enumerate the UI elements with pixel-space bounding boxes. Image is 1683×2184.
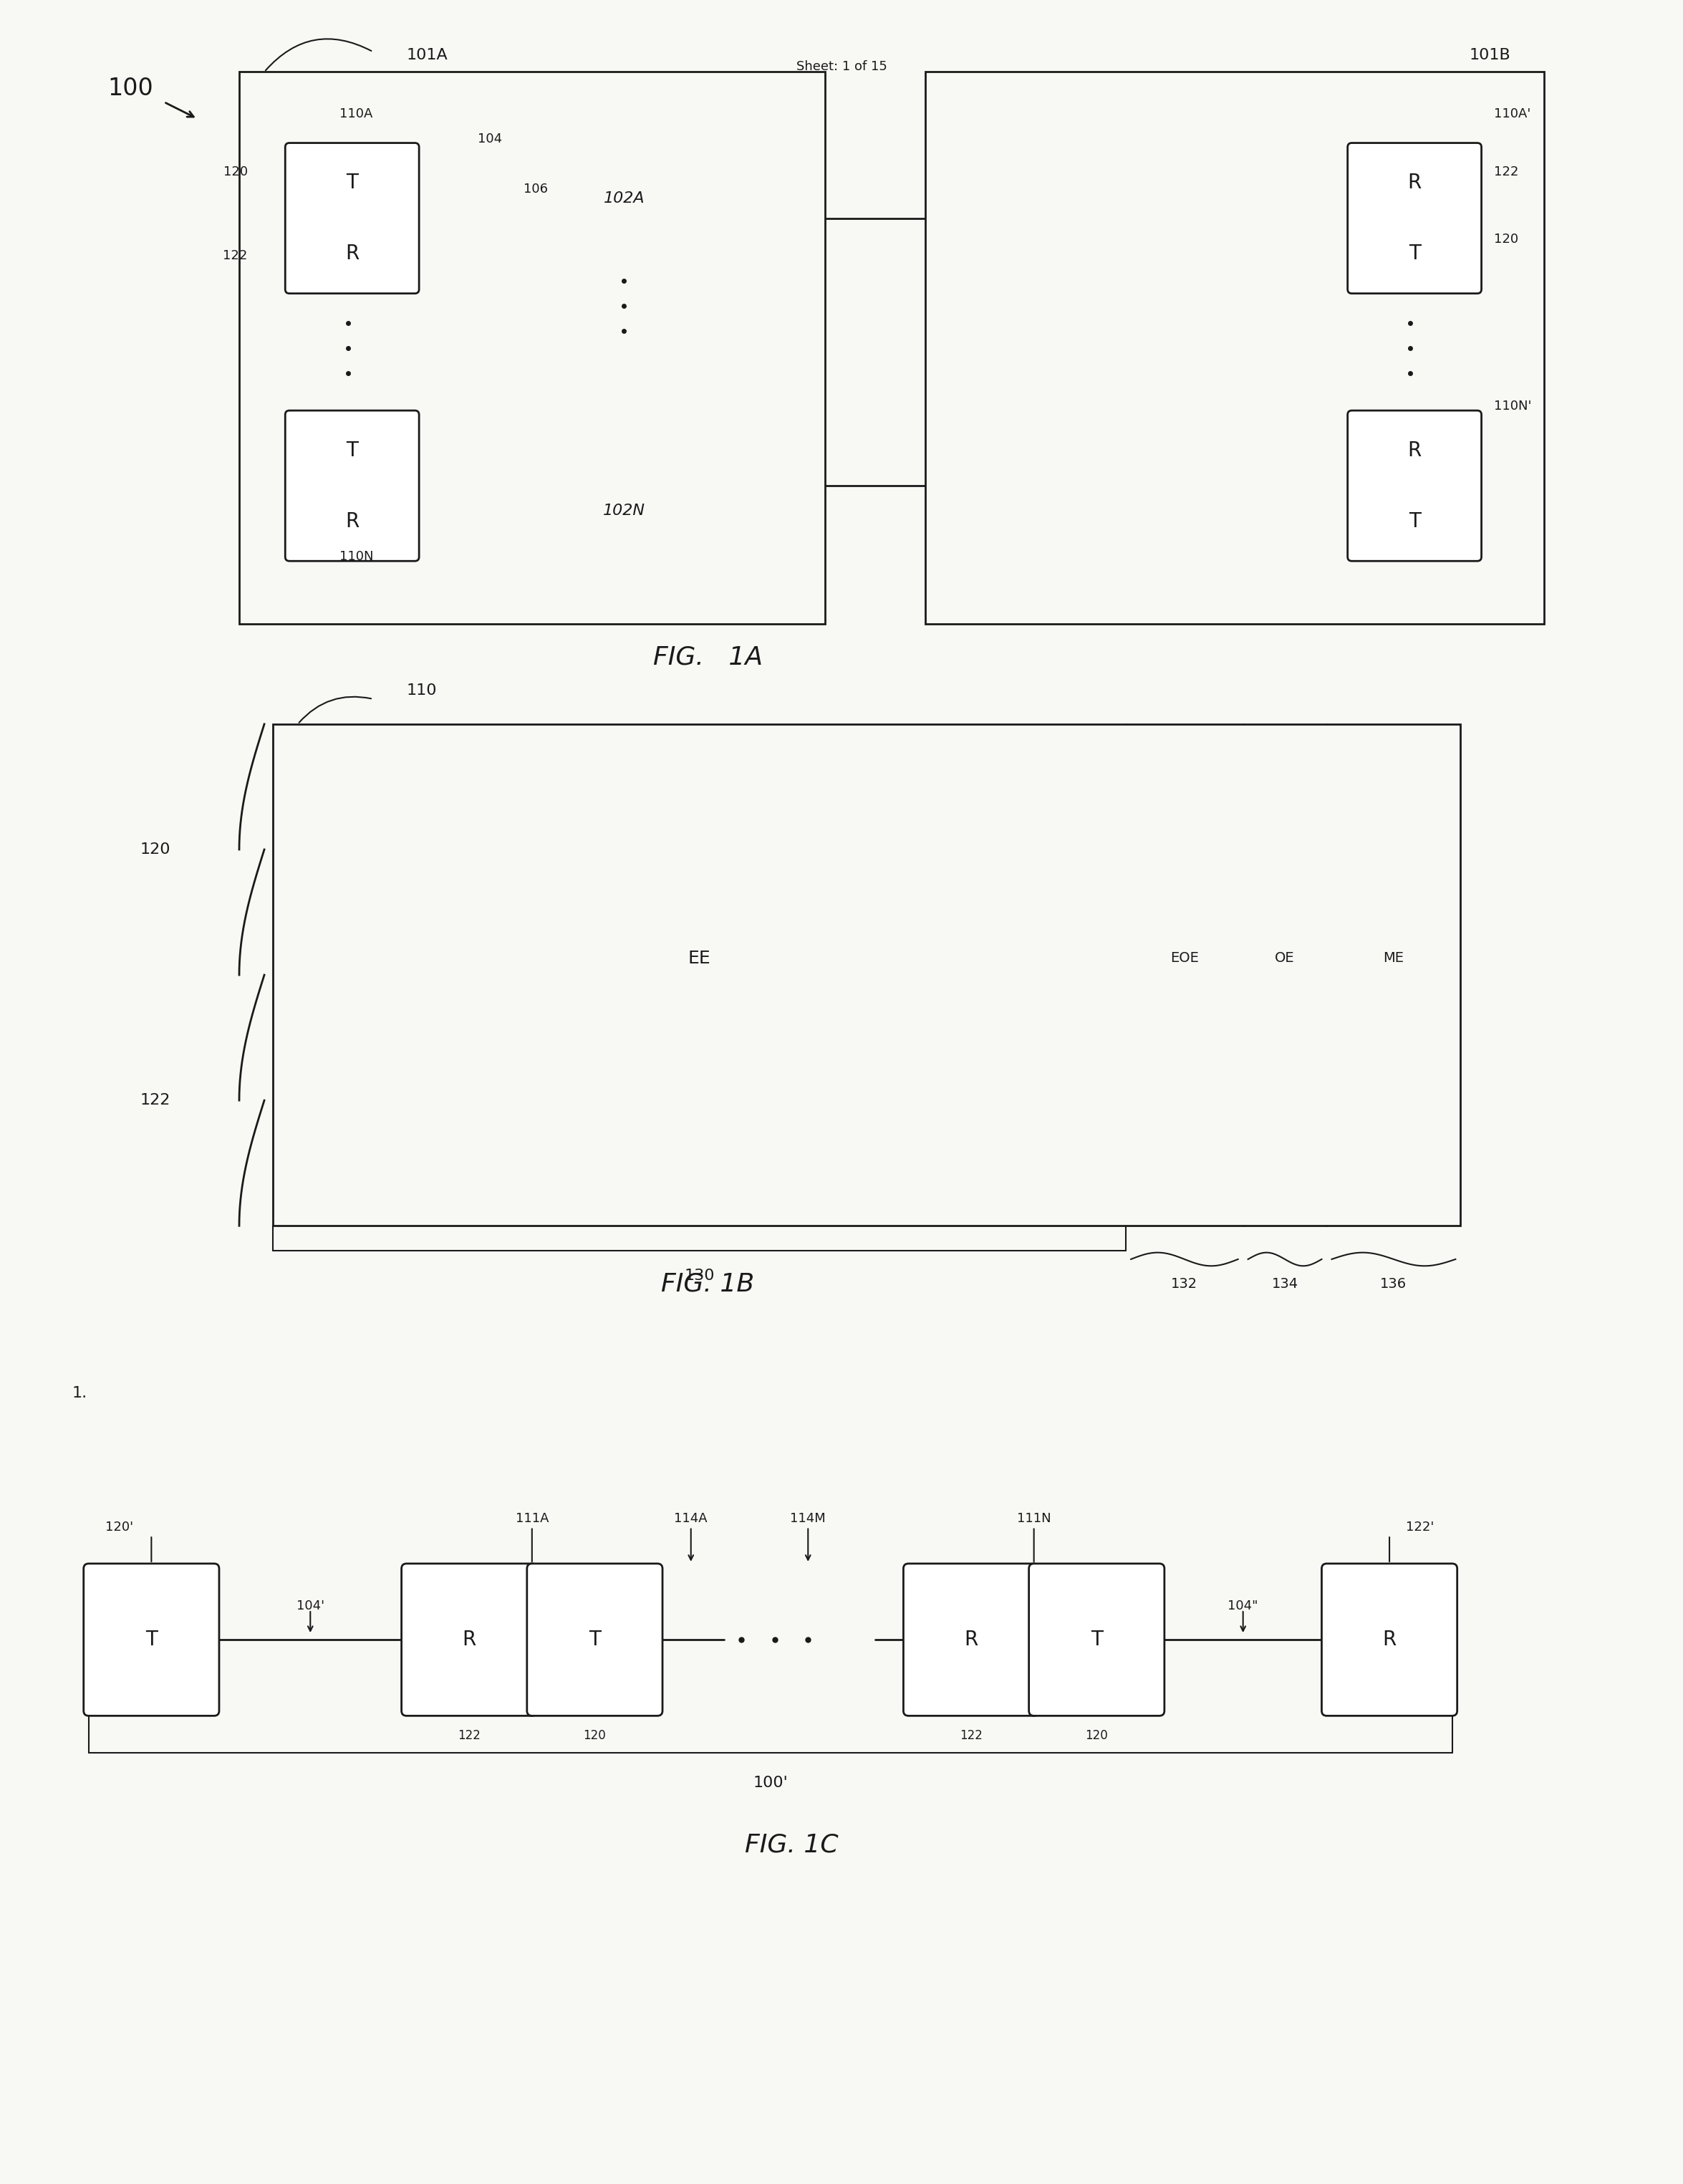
FancyBboxPatch shape (1348, 142, 1481, 293)
Text: 1.: 1. (72, 1387, 88, 1400)
FancyBboxPatch shape (1028, 1564, 1165, 1717)
Text: 104": 104" (1229, 1601, 1259, 1612)
Text: R: R (345, 245, 358, 264)
Text: 110A': 110A' (1495, 107, 1532, 120)
Text: T: T (1091, 1629, 1102, 1649)
FancyBboxPatch shape (1348, 411, 1481, 561)
Text: 122: 122 (140, 1094, 170, 1107)
Bar (926, 72, 1545, 625)
Text: ME: ME (1383, 952, 1404, 965)
Text: R: R (463, 1629, 476, 1649)
Text: FIG. 1B: FIG. 1B (661, 1271, 754, 1297)
Text: 104': 104' (296, 1601, 325, 1612)
FancyBboxPatch shape (84, 1564, 219, 1717)
Text: T: T (1409, 511, 1420, 531)
Text: Sheet: 1 of 15: Sheet: 1 of 15 (796, 61, 887, 74)
Text: 104: 104 (478, 133, 503, 144)
Text: 120: 120 (140, 843, 170, 856)
Text: 110A: 110A (340, 107, 374, 120)
Text: 132: 132 (1171, 1278, 1198, 1291)
Text: R: R (345, 511, 358, 531)
Text: 122: 122 (222, 249, 247, 262)
Text: T: T (145, 1629, 158, 1649)
Text: R: R (964, 1629, 978, 1649)
FancyBboxPatch shape (904, 1564, 1038, 1717)
Text: 110N: 110N (340, 550, 374, 563)
Text: 110: 110 (407, 684, 438, 699)
Text: EE: EE (688, 950, 710, 968)
Text: 136: 136 (1380, 1278, 1407, 1291)
Text: 100: 100 (108, 76, 153, 100)
Bar (273, 725, 1461, 1225)
Text: 106: 106 (523, 183, 549, 194)
Text: 122: 122 (959, 1730, 983, 1743)
Text: 120: 120 (224, 166, 247, 179)
Text: 134: 134 (1272, 1278, 1298, 1291)
FancyBboxPatch shape (284, 142, 419, 293)
Text: FIG.   1A: FIG. 1A (653, 644, 762, 668)
Text: R: R (1382, 1629, 1397, 1649)
Text: FIG. 1C: FIG. 1C (744, 1832, 838, 1856)
Text: R: R (1407, 173, 1422, 192)
Text: 130: 130 (683, 1269, 715, 1284)
Text: OE: OE (1276, 952, 1294, 965)
Text: 122': 122' (1407, 1520, 1434, 1533)
FancyBboxPatch shape (402, 1564, 537, 1717)
Text: 114M: 114M (791, 1511, 826, 1524)
Text: 101A: 101A (407, 48, 448, 63)
Text: 120: 120 (1495, 234, 1518, 245)
Text: 120': 120' (106, 1520, 133, 1533)
Text: 102A: 102A (604, 190, 645, 205)
Text: 111A: 111A (515, 1511, 549, 1524)
Text: EOE: EOE (1170, 952, 1198, 965)
Text: 111N: 111N (1017, 1511, 1050, 1524)
Text: 102N: 102N (603, 505, 645, 518)
Text: 122: 122 (458, 1730, 481, 1743)
FancyBboxPatch shape (1321, 1564, 1457, 1717)
Text: 114A: 114A (675, 1511, 707, 1524)
Text: 100': 100' (752, 1776, 788, 1791)
Text: R: R (1407, 441, 1422, 461)
Text: 120: 120 (584, 1730, 606, 1743)
FancyBboxPatch shape (284, 411, 419, 561)
Text: T: T (347, 441, 358, 461)
Text: 120: 120 (1086, 1730, 1107, 1743)
Text: T: T (347, 173, 358, 192)
Bar (239, 72, 825, 625)
Text: 122: 122 (1495, 166, 1518, 179)
Text: T: T (1409, 245, 1420, 264)
Text: 110N': 110N' (1495, 400, 1532, 413)
Text: 101B: 101B (1469, 48, 1511, 63)
FancyBboxPatch shape (527, 1564, 663, 1717)
Text: T: T (589, 1629, 601, 1649)
